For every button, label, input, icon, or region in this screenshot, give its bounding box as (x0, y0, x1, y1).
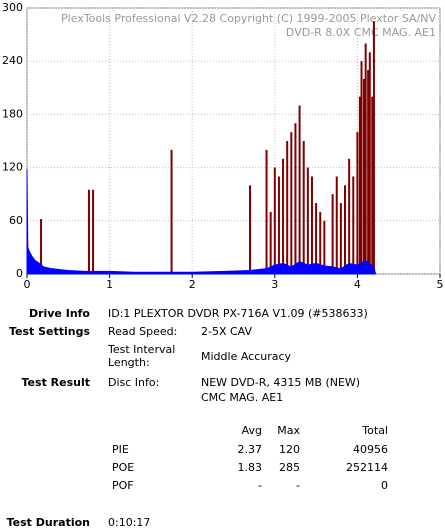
poe-spike (364, 43, 367, 274)
poe-spike (368, 52, 371, 275)
poe-spike (356, 132, 359, 274)
label: Test Duration (6, 516, 90, 529)
poe-spike (310, 176, 313, 274)
column-header: Max (277, 424, 300, 437)
cell: - (296, 479, 300, 492)
cell: 252114 (346, 461, 388, 474)
label: Drive Info (28, 307, 90, 320)
poe-spike (372, 21, 375, 274)
value: 0:10:17 (108, 516, 151, 529)
y-tick-label: 240 (2, 54, 23, 67)
poe-spike (358, 96, 361, 275)
poe-spike (331, 194, 334, 274)
poe-spike (352, 176, 355, 274)
cell: 0 (381, 479, 388, 492)
column-header: Total (362, 424, 388, 437)
cell: 285 (279, 461, 300, 474)
poe-spike (290, 132, 293, 274)
poe-spike (348, 158, 351, 274)
pie-area (26, 169, 377, 275)
plot-area (26, 7, 441, 275)
cell: 2.37 (237, 443, 263, 456)
poe-spike (339, 203, 342, 274)
value: NEW DVD-R, 4315 MB (NEW) (201, 376, 361, 389)
row-label: PIE (112, 443, 129, 456)
poe-spike (306, 167, 309, 274)
y-tick-label: 60 (9, 214, 23, 227)
value: CMC MAG. AE1 (201, 391, 284, 404)
label: Test Interval Length: (108, 343, 176, 369)
poe-spike (315, 203, 318, 274)
cell: 1.83 (237, 461, 263, 474)
y-tick-label: 180 (2, 107, 23, 120)
poe-spike (170, 149, 173, 274)
poe-spike (363, 78, 366, 274)
poe-spike (92, 189, 95, 274)
chart-title: PlexTools Professional V2.28 Copyright (… (61, 12, 436, 25)
x-tick-label: 4 (354, 278, 361, 291)
poe-spike (249, 185, 252, 274)
poe-spike (319, 211, 322, 274)
poe-spike (269, 211, 272, 274)
y-tick-label: 300 (2, 1, 23, 14)
poe-spike (40, 219, 43, 274)
x-tick-label: 2 (189, 278, 196, 291)
value: 2-5X CAV (201, 325, 253, 338)
poe-spike (335, 176, 338, 274)
poe-spike (323, 220, 326, 274)
poe-spike (371, 96, 374, 275)
poe-spike (344, 185, 347, 274)
y-tick-label: 0 (16, 267, 23, 280)
cell: 40956 (353, 443, 388, 456)
cell: 120 (279, 443, 300, 456)
y-tick-label: 120 (2, 161, 23, 174)
poe-spike (286, 141, 289, 274)
label: Test Result (21, 376, 90, 389)
x-tick-label: 0 (24, 278, 31, 291)
x-tick-label: 3 (271, 278, 278, 291)
row-label: POE (112, 461, 135, 474)
poe-spike (298, 105, 301, 275)
poe-spike (302, 141, 305, 274)
column-header: Avg (241, 424, 262, 437)
label: Read Speed: (108, 325, 178, 338)
poe-spike (277, 176, 280, 274)
poe-spike (265, 149, 268, 274)
poe-spike (294, 123, 297, 275)
poe-spike (367, 70, 370, 274)
row-label: POF (112, 479, 134, 492)
value: Middle Accuracy (201, 350, 292, 363)
label: Disc Info: (108, 376, 160, 389)
label: Test Settings (8, 325, 90, 338)
poe-spike (282, 158, 285, 274)
x-tick-label: 1 (106, 278, 113, 291)
chart-subtitle: DVD-R 8.0X CMC MAG. AE1 (286, 26, 436, 39)
value: ID:1 PLEXTOR DVDR PX-716A V1.09 (#538633… (108, 307, 368, 320)
poe-spike (87, 189, 90, 274)
chart: PlexTools Professional V2.28 Copyright (… (2, 1, 444, 291)
cell: - (258, 479, 262, 492)
poe-spike (273, 167, 276, 274)
poe-spike (360, 61, 363, 275)
x-tick-label: 5 (437, 278, 444, 291)
